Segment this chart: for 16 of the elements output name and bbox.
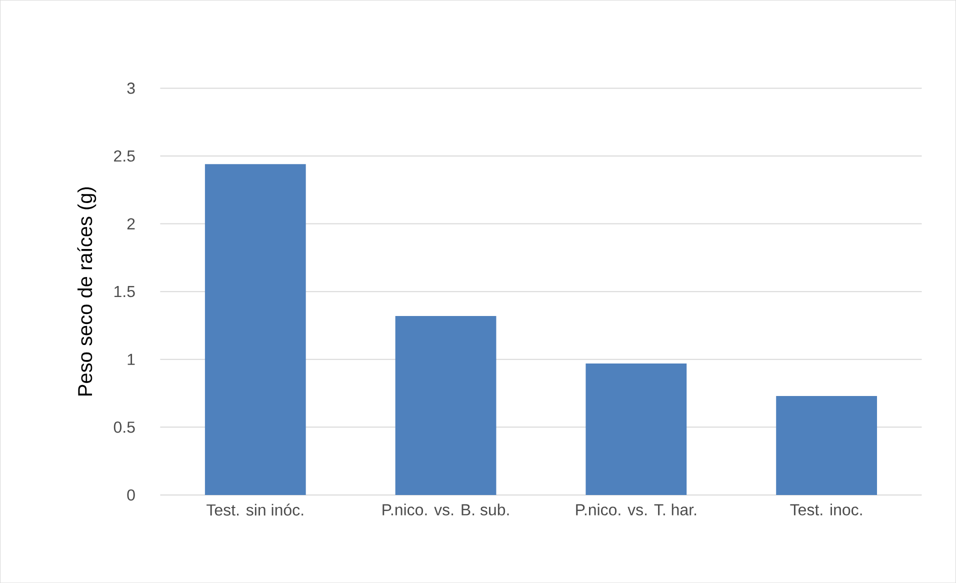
x-tick-label: Test. sin inóc. (206, 504, 304, 516)
x-tick-label: P.nico. vs. T. har. (576, 504, 696, 516)
bar (586, 363, 687, 495)
y-tick-label: 0 (127, 489, 135, 501)
y-tick-label: 0.5 (114, 421, 135, 433)
x-tick-label: Test. inoc. (790, 504, 862, 516)
y-tick-label: 2.5 (114, 150, 135, 162)
y-tick-label: 1.5 (114, 286, 135, 298)
y-tick-label: 3 (127, 82, 135, 94)
bar (395, 316, 496, 495)
bar (776, 396, 878, 495)
y-tick-label: 2 (127, 218, 135, 230)
y-axis-title: Peso seco de raíces (g) (77, 187, 96, 396)
bar (204, 164, 306, 495)
y-tick-label: 1 (128, 354, 135, 365)
x-tick-label: P.nico. vs. B. sub. (382, 504, 509, 516)
